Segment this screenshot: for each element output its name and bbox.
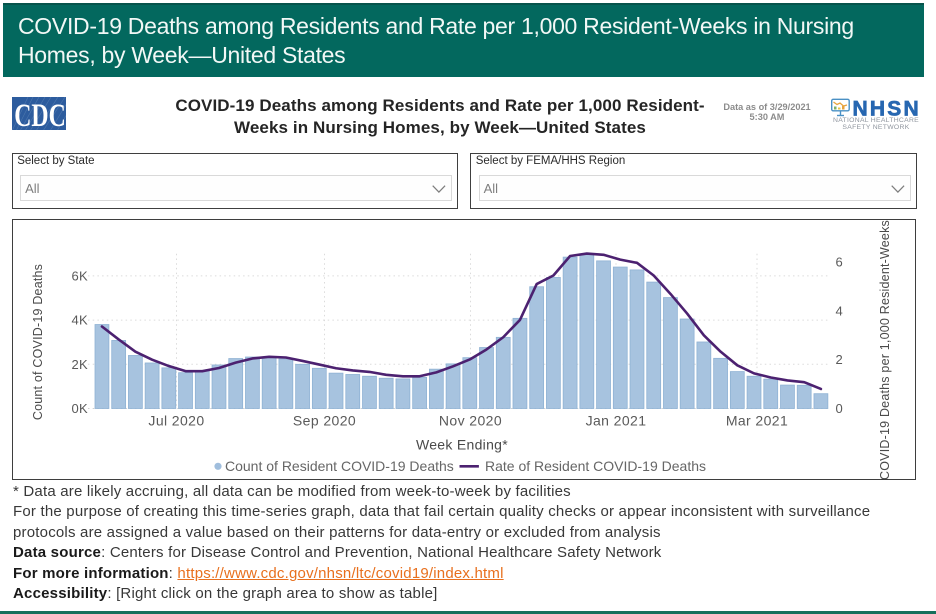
svg-text:NATIONAL HEALTHCARE: NATIONAL HEALTHCARE xyxy=(833,117,919,124)
svg-text:Rate of Resident COVID-19 Deat: Rate of Resident COVID-19 Deaths xyxy=(485,457,706,473)
svg-text:SAFETY NETWORK: SAFETY NETWORK xyxy=(842,124,909,131)
svg-text:NHSN: NHSN xyxy=(853,97,921,120)
svg-text:4: 4 xyxy=(835,303,842,318)
svg-text:Nov 2020: Nov 2020 xyxy=(438,412,501,428)
svg-text:Count of Resident COVID-19 Dea: Count of Resident COVID-19 Deaths xyxy=(225,457,454,473)
svg-text:2K: 2K xyxy=(71,356,88,371)
svg-text:Sep 2020: Sep 2020 xyxy=(292,412,355,428)
svg-text:0: 0 xyxy=(835,401,842,416)
svg-text:Jul 2020: Jul 2020 xyxy=(148,412,204,428)
svg-text:Mar 2021: Mar 2021 xyxy=(725,412,787,428)
svg-text:COVID-19 Deaths per 1,000 Resi: COVID-19 Deaths per 1,000 Resident-Weeks xyxy=(878,220,892,479)
svg-text:6K: 6K xyxy=(71,268,88,283)
svg-text:Week Ending*: Week Ending* xyxy=(415,436,507,452)
svg-text:Count of COVID-19 Deaths: Count of COVID-19 Deaths xyxy=(31,263,45,419)
svg-text:6: 6 xyxy=(835,254,842,269)
svg-text:Jan 2021: Jan 2021 xyxy=(585,412,646,428)
svg-text:0K: 0K xyxy=(71,401,88,416)
svg-text:4K: 4K xyxy=(71,312,88,327)
svg-text:CDC: CDC xyxy=(14,97,65,130)
svg-text:2: 2 xyxy=(835,352,842,367)
